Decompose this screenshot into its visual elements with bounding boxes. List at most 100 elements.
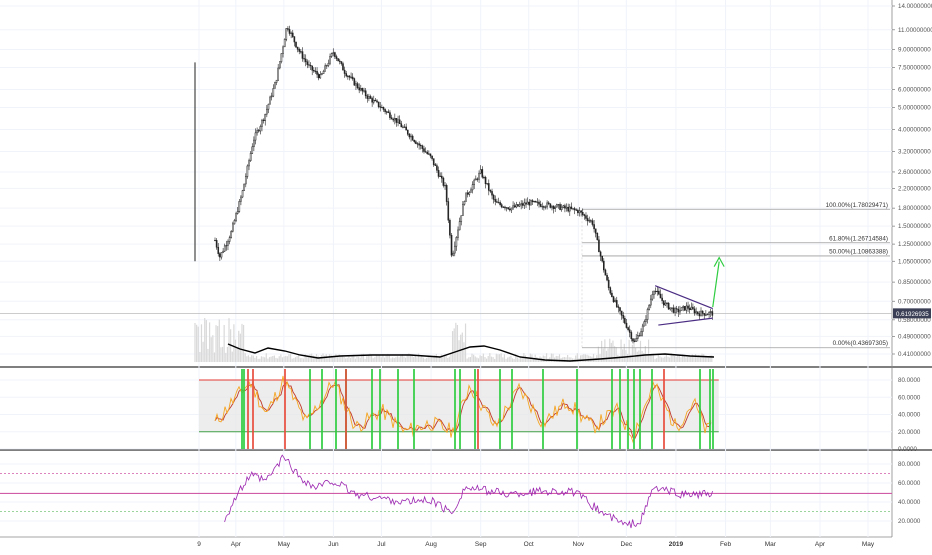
- rsi-panel[interactable]: [0, 454, 892, 529]
- volume-bar: [414, 354, 416, 362]
- candle-body: [709, 311, 712, 313]
- projection-arrow-head: [713, 256, 725, 267]
- candle: [439, 172, 441, 177]
- candle-body: [544, 206, 547, 208]
- time-axis-label: Aug: [425, 541, 437, 548]
- volume-bar: [623, 343, 625, 362]
- volume-bar: [196, 324, 198, 362]
- stoch-buy-signal: [611, 369, 613, 449]
- candle-body: [690, 306, 693, 311]
- volume-bar: [296, 356, 298, 362]
- candle: [447, 197, 450, 224]
- candle: [633, 338, 636, 343]
- candle-body: [695, 311, 697, 314]
- candle-body: [484, 177, 487, 184]
- volume-bar: [610, 342, 612, 362]
- volume-bar: [601, 340, 603, 362]
- candle: [266, 105, 268, 118]
- candle: [309, 62, 312, 71]
- volume-bar: [427, 355, 429, 362]
- candle: [350, 72, 352, 80]
- candle: [311, 65, 314, 76]
- candle-body: [654, 290, 657, 293]
- stoch-buy-signal: [474, 369, 476, 449]
- stoch-tick-label: 80.0000: [898, 377, 921, 384]
- candle: [405, 123, 407, 131]
- candle-body: [478, 172, 480, 180]
- candle: [525, 198, 527, 208]
- volume-bar: [375, 354, 378, 362]
- triangle-pattern[interactable]: [654, 256, 725, 326]
- candle: [622, 311, 625, 323]
- stoch-tick-label: 60.0000: [898, 394, 921, 401]
- candle-body: [240, 196, 242, 202]
- candle-body: [603, 260, 605, 271]
- candle: [369, 94, 372, 99]
- candle-body: [492, 194, 495, 200]
- volume-bar: [338, 354, 340, 362]
- candle: [308, 60, 310, 68]
- candle: [240, 195, 242, 206]
- candle: [672, 304, 675, 314]
- candle: [497, 197, 500, 204]
- candle-body: [372, 99, 375, 103]
- candle-body: [432, 158, 435, 165]
- volume-bar: [319, 357, 321, 362]
- candle-body: [329, 56, 331, 64]
- candlestick-series[interactable]: [194, 25, 714, 344]
- price-tick-label: 14.00000000: [898, 3, 932, 10]
- candle: [619, 307, 621, 315]
- volume-bar: [328, 354, 331, 362]
- volume-bar: [652, 353, 655, 362]
- candle: [656, 287, 659, 296]
- volume-bar: [364, 358, 366, 362]
- candle: [552, 205, 555, 214]
- candle: [470, 187, 472, 193]
- volume-bar: [370, 355, 373, 362]
- candle-body: [635, 338, 638, 342]
- volume-bar: [442, 357, 444, 362]
- candle: [630, 330, 633, 342]
- candle-body: [431, 155, 433, 159]
- price-tick-label: 11.00000000: [898, 27, 932, 34]
- candle-body: [577, 209, 579, 214]
- volume-bar: [432, 356, 434, 362]
- volume-bar: [302, 358, 305, 362]
- candle-body: [246, 165, 249, 177]
- fibonacci-retracement[interactable]: 100.00%(1.78029471) 61.80%(1.26714584) 50.…: [581, 202, 890, 349]
- candle: [355, 80, 357, 91]
- time-axis-label: 9: [197, 541, 201, 548]
- candle-body: [394, 118, 396, 121]
- volume-bar: [711, 355, 713, 362]
- candle-body: [251, 146, 254, 154]
- volume-bar: [202, 341, 204, 362]
- volume-bar: [208, 322, 211, 362]
- volume-bar: [244, 353, 246, 362]
- volume-bar: [231, 351, 233, 362]
- candle: [640, 328, 642, 337]
- volume-bar: [498, 354, 501, 362]
- candle-body: [405, 126, 407, 131]
- candle: [615, 296, 618, 309]
- volume-bar: [588, 355, 590, 362]
- stochastic-panel[interactable]: [199, 369, 719, 449]
- candle-body: [285, 28, 288, 40]
- candle: [463, 200, 466, 206]
- candle: [283, 38, 286, 48]
- candle: [658, 287, 660, 296]
- volume-bar: [314, 356, 316, 362]
- volume-bar: [507, 357, 509, 362]
- candle: [604, 268, 607, 276]
- candle: [335, 54, 338, 62]
- candle-body: [219, 253, 221, 258]
- candle-body: [549, 203, 552, 208]
- candle: [637, 331, 639, 342]
- candle-body: [703, 313, 706, 316]
- candle: [471, 181, 474, 194]
- candle-body: [590, 220, 592, 222]
- candle: [677, 306, 680, 317]
- candle: [295, 41, 297, 48]
- candle: [243, 183, 245, 191]
- candle-body: [379, 106, 382, 108]
